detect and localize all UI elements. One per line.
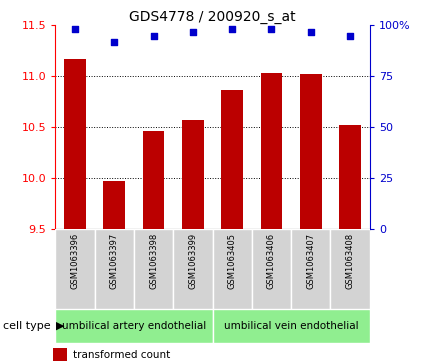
- Bar: [55, 229, 94, 309]
- Bar: [221, 90, 243, 229]
- Bar: [300, 74, 322, 229]
- Bar: [94, 229, 134, 309]
- Text: umbilical artery endothelial: umbilical artery endothelial: [62, 321, 206, 331]
- Bar: [339, 125, 361, 229]
- Bar: [143, 131, 164, 229]
- Point: [347, 33, 354, 38]
- Point: [71, 26, 78, 32]
- Point: [111, 39, 118, 45]
- Bar: [103, 181, 125, 229]
- Bar: [173, 229, 212, 309]
- Text: GSM1063398: GSM1063398: [149, 233, 158, 289]
- Bar: [182, 120, 204, 229]
- Text: GSM1063407: GSM1063407: [306, 233, 315, 289]
- Text: ▶: ▶: [56, 321, 65, 331]
- Bar: [212, 229, 252, 309]
- Bar: [261, 73, 282, 229]
- Text: GSM1063399: GSM1063399: [188, 233, 197, 289]
- Point: [150, 33, 157, 38]
- Point: [190, 29, 196, 34]
- Text: GSM1063408: GSM1063408: [346, 233, 354, 289]
- Bar: [291, 229, 331, 309]
- Bar: [54, 348, 67, 362]
- Bar: [55, 309, 212, 343]
- Bar: [252, 229, 291, 309]
- Point: [229, 26, 235, 32]
- Bar: [134, 229, 173, 309]
- Bar: [212, 309, 370, 343]
- Bar: [64, 59, 86, 229]
- Bar: [331, 229, 370, 309]
- Text: GSM1063397: GSM1063397: [110, 233, 119, 289]
- Text: GSM1063396: GSM1063396: [71, 233, 79, 289]
- Text: GSM1063406: GSM1063406: [267, 233, 276, 289]
- Point: [268, 26, 275, 32]
- Point: [307, 29, 314, 34]
- Text: GSM1063405: GSM1063405: [228, 233, 237, 289]
- Title: GDS4778 / 200920_s_at: GDS4778 / 200920_s_at: [129, 11, 296, 24]
- Text: umbilical vein endothelial: umbilical vein endothelial: [224, 321, 358, 331]
- Text: transformed count: transformed count: [73, 350, 170, 360]
- Text: cell type: cell type: [3, 321, 51, 331]
